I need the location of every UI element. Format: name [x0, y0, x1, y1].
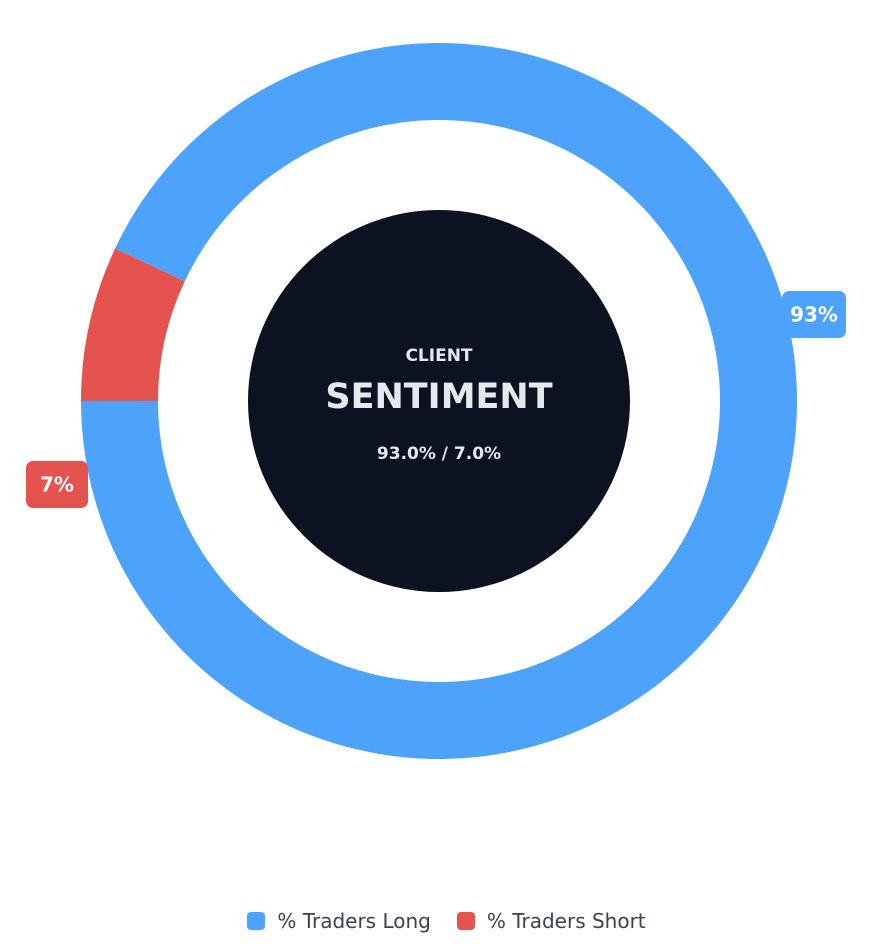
data-label-short: 7%	[26, 461, 88, 508]
legend-swatch-long	[247, 912, 266, 930]
donut-slices	[81, 43, 797, 759]
slice-short[interactable]	[81, 248, 185, 401]
center-label-sub: 93.0% / 7.0%	[377, 444, 501, 464]
data-label-text: 93%	[790, 303, 838, 327]
data-label-badge	[782, 291, 846, 338]
legend-item-long[interactable]: % Traders Long	[247, 909, 431, 933]
data-label-long: 93%	[782, 291, 846, 338]
legend-label-short: % Traders Short	[486, 909, 646, 933]
center-label-main: SENTIMENT	[325, 377, 552, 417]
data-labels: 93% 7%	[26, 291, 846, 508]
legend-item-short[interactable]: % Traders Short	[456, 909, 646, 933]
data-label-badge	[26, 461, 88, 508]
legend: % Traders Long % Traders Short	[0, 909, 893, 933]
legend-swatch-short	[456, 912, 475, 930]
legend-label-long: % Traders Long	[277, 909, 431, 933]
center-disc	[248, 210, 630, 592]
center-label-top: CLIENT	[405, 346, 472, 366]
data-label-text: 7%	[40, 473, 74, 497]
